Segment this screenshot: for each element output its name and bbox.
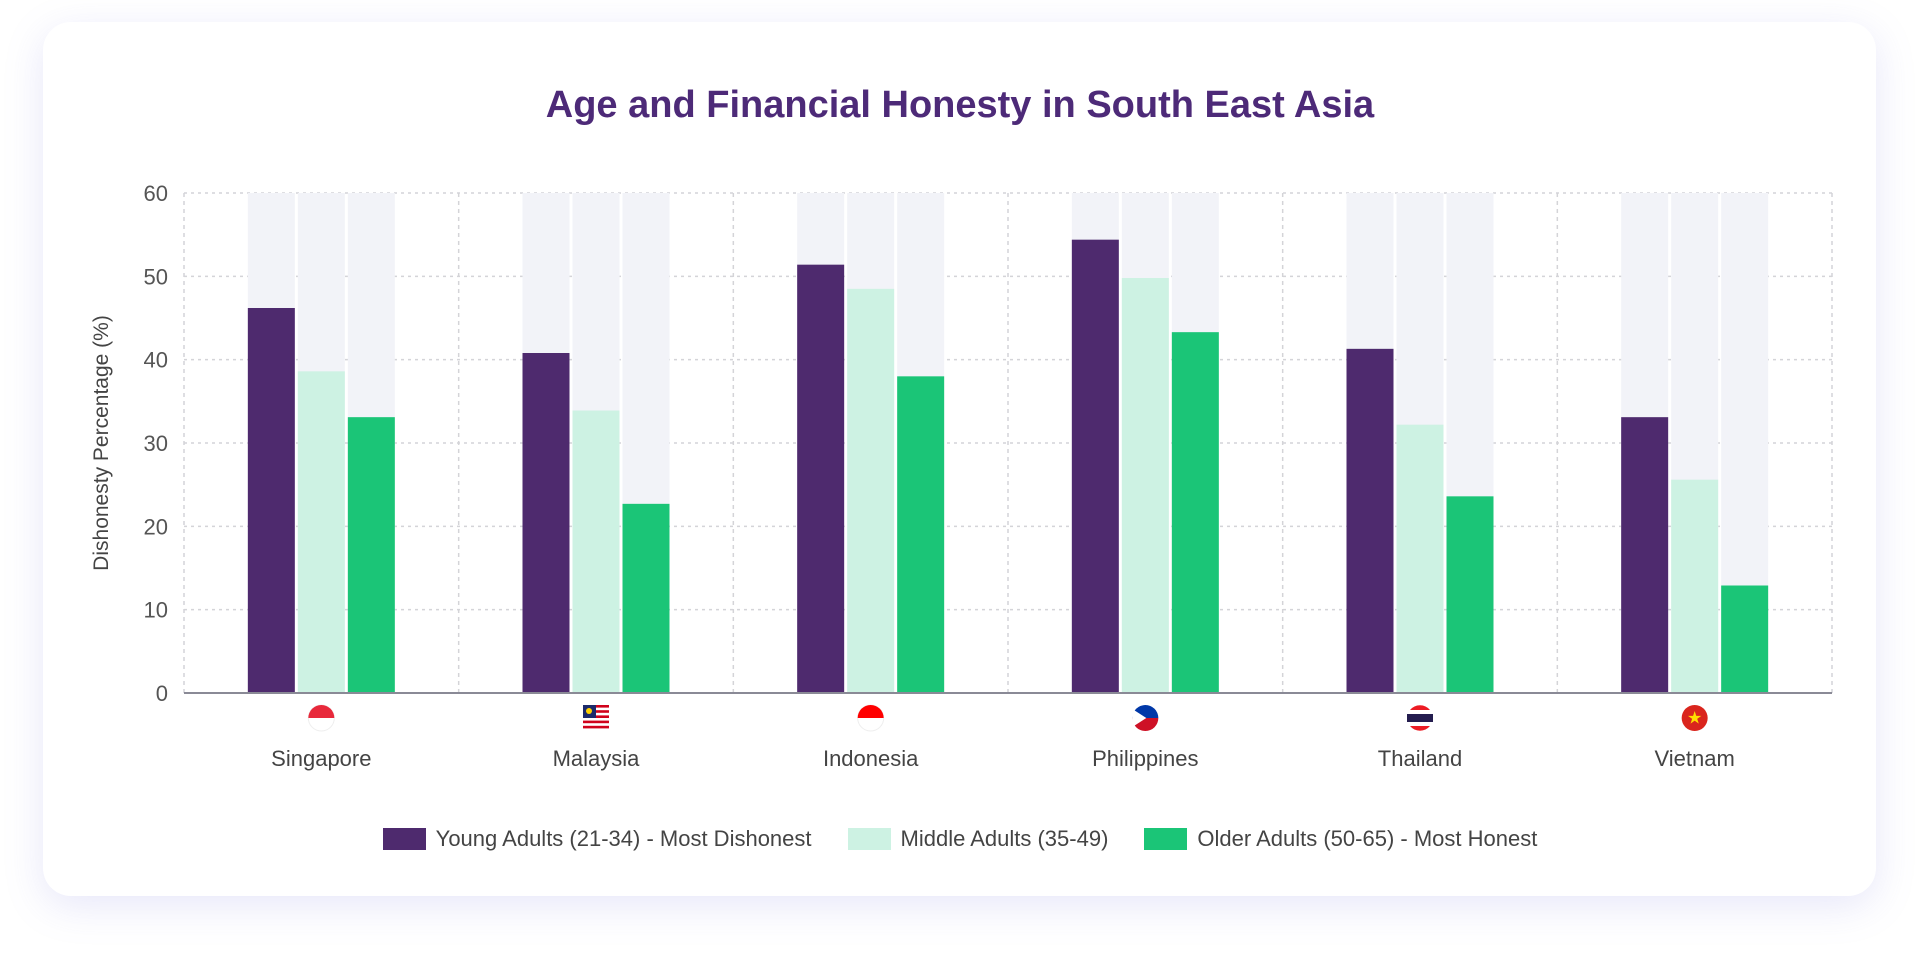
x-tick-label: Singapore — [271, 746, 371, 771]
bar-vietnam-1 — [1621, 417, 1669, 693]
flag-stripe — [583, 720, 609, 724]
legend-item[interactable]: Older Adults (50-65) - Most Honest — [1144, 826, 1537, 852]
legend-item[interactable]: Middle Adults (35-49) — [847, 826, 1109, 852]
flag-star — [586, 708, 592, 714]
bar-indonesia-1 — [797, 264, 845, 693]
bar-malaysia-1 — [522, 353, 570, 693]
flag-star — [1688, 711, 1702, 724]
bar-singapore-2 — [297, 371, 345, 693]
x-tick-label: Philippines — [1092, 746, 1198, 771]
legend: Young Adults (21-34) - Most Dishonest Mid… — [0, 826, 1920, 852]
flag-red — [1410, 726, 1430, 731]
vietnam-flag-icon — [1681, 705, 1708, 731]
thailand-flag-icon — [1407, 705, 1433, 731]
legend-swatch — [1144, 828, 1188, 850]
flag-red — [857, 705, 884, 718]
y-axis-label: Dishonesty Percentage (%) — [90, 315, 113, 571]
y-tick-label: 40 — [144, 348, 168, 373]
singapore-flag-icon — [307, 704, 335, 732]
legend-label: Young Adults (21-34) - Most Dishonest — [435, 826, 812, 851]
bar-singapore-1 — [247, 308, 295, 693]
bar-philippines-1 — [1071, 239, 1119, 693]
bar-philippines-2 — [1121, 278, 1169, 693]
philippines-flag-icon — [1132, 705, 1159, 731]
flag-triangle — [1132, 709, 1147, 727]
legend-label: Older Adults (50-65) - Most Honest — [1197, 826, 1538, 851]
legend-label: Middle Adults (35-49) — [900, 826, 1109, 851]
y-tick-label: 20 — [144, 514, 168, 539]
chart-title: Age and Financial Honesty in South East … — [545, 84, 1375, 126]
bar-vietnam-3 — [1721, 585, 1769, 693]
x-tick-label: Indonesia — [823, 746, 919, 771]
legend-swatch — [382, 828, 426, 850]
bar-vietnam-2 — [1671, 479, 1719, 693]
bar-thailand-1 — [1346, 348, 1394, 693]
bar-indonesia-3 — [897, 376, 945, 693]
legend-item[interactable]: Young Adults (21-34) - Most Dishonest — [382, 826, 812, 852]
y-tick-label: 0 — [156, 681, 168, 706]
bar-philippines-3 — [1171, 332, 1219, 693]
flag-blue — [1407, 714, 1433, 722]
x-tick-label: Thailand — [1378, 746, 1462, 771]
legend-swatch — [847, 828, 891, 850]
malaysia-flag-icon — [583, 705, 609, 731]
bar-singapore-3 — [347, 417, 395, 693]
bar-indonesia-2 — [847, 288, 895, 693]
x-tick-label: Malaysia — [553, 746, 641, 771]
bar-thailand-2 — [1396, 424, 1444, 693]
flag-red — [308, 705, 335, 718]
flag-red — [1410, 705, 1430, 710]
y-tick-label: 60 — [144, 181, 168, 206]
bar-thailand-3 — [1446, 496, 1494, 693]
indonesia-flag-icon — [857, 704, 885, 732]
flag-stripe — [583, 725, 609, 729]
y-tick-label: 10 — [144, 598, 168, 623]
bar-malaysia-3 — [622, 503, 670, 693]
y-tick-label: 30 — [144, 431, 168, 456]
bar-malaysia-2 — [572, 410, 620, 693]
x-tick-label: Vietnam — [1655, 746, 1735, 771]
y-tick-label: 50 — [144, 264, 168, 289]
